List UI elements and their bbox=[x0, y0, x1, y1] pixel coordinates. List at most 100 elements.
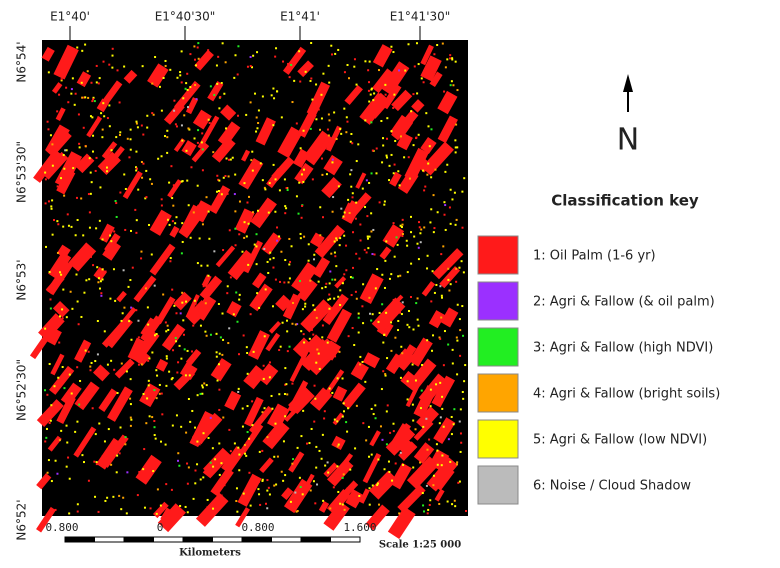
pixel bbox=[119, 192, 121, 194]
pixel bbox=[321, 458, 323, 460]
pixel bbox=[94, 496, 96, 498]
pixel bbox=[53, 385, 55, 387]
pixel bbox=[207, 265, 209, 267]
pixel bbox=[154, 56, 156, 58]
pixel bbox=[49, 422, 51, 424]
pixel bbox=[164, 135, 166, 137]
pixel bbox=[172, 205, 174, 207]
pixel bbox=[420, 229, 422, 231]
pixel bbox=[320, 94, 322, 96]
pixel bbox=[172, 425, 174, 427]
pixel bbox=[112, 55, 114, 57]
pixel bbox=[246, 202, 248, 204]
pixel bbox=[71, 308, 73, 310]
pixel bbox=[166, 152, 168, 154]
pixel bbox=[189, 86, 191, 88]
pixel bbox=[184, 368, 186, 370]
pixel bbox=[153, 389, 155, 391]
pixel bbox=[441, 408, 443, 410]
pixel bbox=[327, 129, 329, 131]
pixel bbox=[275, 47, 277, 49]
pixel bbox=[187, 106, 189, 108]
pixel bbox=[223, 93, 225, 95]
pixel bbox=[440, 416, 442, 418]
pixel bbox=[123, 173, 125, 175]
pixel bbox=[77, 301, 79, 303]
pixel bbox=[370, 320, 372, 322]
pixel bbox=[245, 114, 247, 116]
pixel bbox=[451, 503, 453, 505]
pixel bbox=[441, 455, 443, 457]
pixel bbox=[245, 455, 247, 457]
pixel bbox=[452, 84, 454, 86]
pixel bbox=[433, 231, 435, 233]
pixel bbox=[161, 204, 163, 206]
pixel bbox=[261, 480, 263, 482]
pixel bbox=[303, 333, 305, 335]
pixel bbox=[251, 424, 253, 426]
pixel bbox=[342, 216, 344, 218]
pixel bbox=[303, 341, 305, 343]
pixel bbox=[113, 407, 115, 409]
pixel bbox=[296, 511, 298, 513]
pixel bbox=[442, 245, 444, 247]
pixel bbox=[347, 199, 349, 201]
pixel bbox=[345, 269, 347, 271]
pixel bbox=[279, 281, 281, 283]
pixel bbox=[277, 456, 279, 458]
pixel bbox=[382, 137, 384, 139]
pixel bbox=[375, 417, 377, 419]
pixel bbox=[345, 245, 347, 247]
pixel bbox=[50, 404, 52, 406]
pixel bbox=[237, 73, 239, 75]
pixel bbox=[372, 313, 374, 315]
pixel bbox=[389, 432, 391, 434]
pixel bbox=[123, 307, 125, 309]
pixel bbox=[354, 58, 356, 60]
pixel bbox=[348, 335, 350, 337]
pixel bbox=[212, 151, 214, 153]
pixel bbox=[80, 316, 82, 318]
pixel bbox=[99, 220, 101, 222]
pixel bbox=[447, 344, 449, 346]
pixel bbox=[202, 223, 204, 225]
pixel bbox=[44, 172, 46, 174]
pixel bbox=[80, 197, 82, 199]
pixel bbox=[157, 488, 159, 490]
pixel bbox=[63, 154, 65, 156]
pixel bbox=[161, 110, 163, 112]
pixel bbox=[449, 54, 451, 56]
pixel bbox=[169, 224, 171, 226]
pixel bbox=[370, 89, 372, 91]
pixel bbox=[97, 353, 99, 355]
pixel bbox=[176, 125, 178, 127]
pixel bbox=[203, 285, 205, 287]
pixel bbox=[295, 324, 297, 326]
pixel bbox=[66, 442, 68, 444]
pixel bbox=[415, 302, 417, 304]
pixel bbox=[200, 325, 202, 327]
legend-swatch bbox=[478, 466, 518, 504]
pixel bbox=[348, 77, 350, 79]
pixel bbox=[78, 323, 80, 325]
pixel bbox=[412, 93, 414, 95]
pixel bbox=[113, 369, 115, 371]
pixel bbox=[394, 164, 396, 166]
pixel bbox=[218, 180, 220, 182]
pixel bbox=[408, 310, 410, 312]
pixel bbox=[436, 443, 438, 445]
pixel bbox=[99, 186, 101, 188]
pixel bbox=[332, 211, 334, 213]
pixel bbox=[230, 276, 232, 278]
pixel bbox=[392, 107, 394, 109]
pixel bbox=[419, 226, 421, 228]
pixel bbox=[381, 274, 383, 276]
pixel bbox=[447, 268, 449, 270]
pixel bbox=[216, 191, 218, 193]
pixel bbox=[364, 206, 366, 208]
pixel bbox=[227, 342, 229, 344]
pixel bbox=[246, 346, 248, 348]
pixel bbox=[384, 287, 386, 289]
pixel bbox=[137, 320, 139, 322]
pixel bbox=[428, 439, 430, 441]
